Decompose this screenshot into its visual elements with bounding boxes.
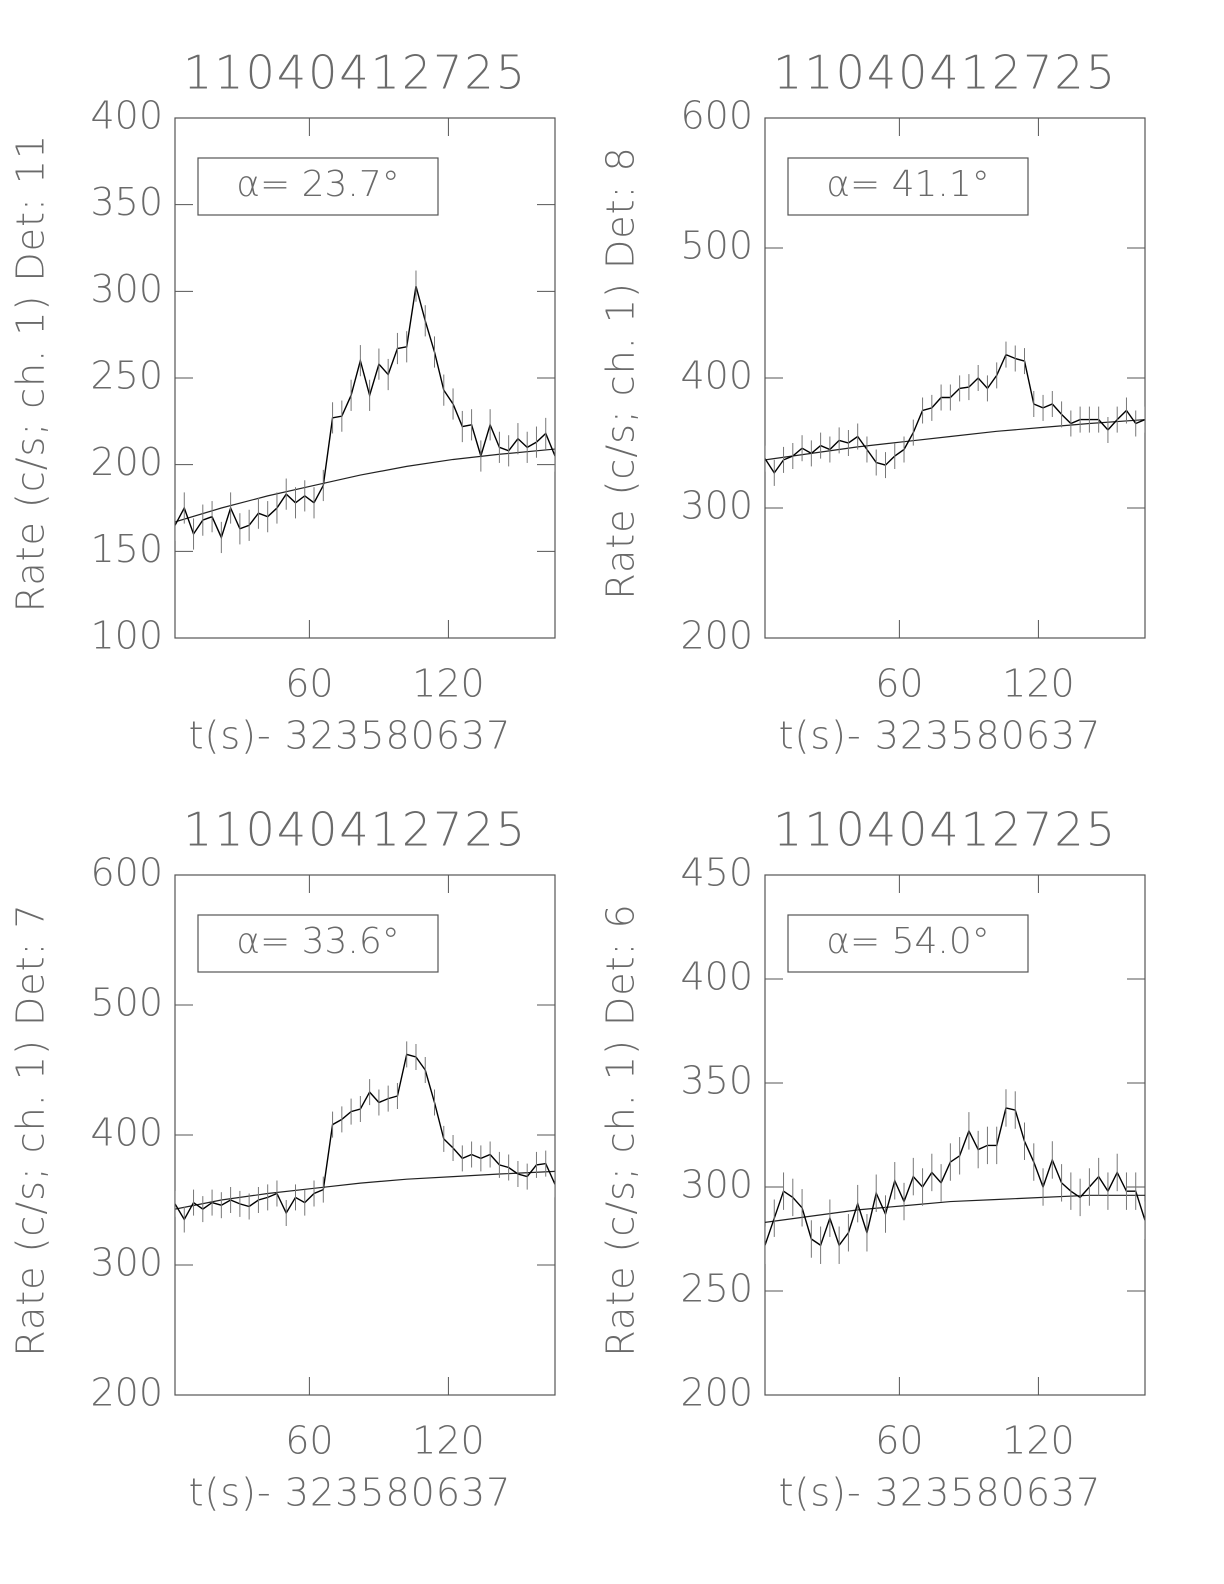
y-tick-label: 400 — [90, 94, 163, 138]
data-line — [175, 285, 555, 540]
chart-title: 11040412725 — [183, 46, 527, 100]
panel: 200 300 400 500 600 60 120 11040412725 t(s)- 323… — [9, 803, 556, 1515]
y-tick-label: 300 — [90, 1241, 163, 1285]
data-line — [765, 1107, 1145, 1247]
x-tick-label: 120 — [1002, 662, 1075, 706]
annotation: α= 54.0° — [826, 921, 990, 962]
panel: 100 150 200 250 300 350 400 60 120 11040412725 t(s… — [9, 46, 556, 758]
plot-area — [765, 341, 1145, 486]
y-tick-label: 500 — [680, 224, 753, 268]
annotation: α= 23.7° — [236, 164, 400, 205]
y-axis-label: Rate (c/s; ch. 1) Det: 8 — [599, 146, 643, 599]
x-tick-label: 60 — [875, 1419, 923, 1463]
x-tick-label: 120 — [412, 1419, 485, 1463]
x-axis-label: t(s)- 323580637 — [189, 1471, 512, 1515]
x-axis-label: t(s)- 323580637 — [779, 1471, 1102, 1515]
y-tick-label: 300 — [680, 1163, 753, 1207]
y-tick-label: 350 — [90, 180, 163, 224]
x-tick-label: 120 — [1002, 1419, 1075, 1463]
y-tick-label: 200 — [90, 440, 163, 484]
y-axis-label: Rate (c/s; ch. 1) Det: 6 — [599, 903, 643, 1356]
panel: 200 250 300 350 400 450 60 120 11040412725 t(s)- … — [599, 803, 1146, 1515]
y-tick-label: 600 — [90, 851, 163, 895]
chart-title: 11040412725 — [773, 803, 1117, 857]
x-tick-label: 60 — [285, 662, 333, 706]
plot-area — [765, 1089, 1145, 1264]
x-axis-label: t(s)- 323580637 — [779, 714, 1102, 758]
plot-area — [175, 270, 555, 554]
fit-curve — [175, 1170, 555, 1210]
annotation: α= 33.6° — [236, 921, 400, 962]
y-tick-label: 450 — [680, 851, 753, 895]
y-tick-label: 300 — [680, 484, 753, 528]
chart-title: 11040412725 — [183, 803, 527, 857]
x-tick-label: 60 — [285, 1419, 333, 1463]
y-tick-label: 150 — [90, 527, 163, 571]
y-axis-label: Rate (c/s; ch. 1) Det: 7 — [9, 903, 53, 1356]
y-tick-label: 500 — [90, 981, 163, 1025]
data-line — [765, 353, 1145, 475]
data-line — [175, 1053, 555, 1221]
chart-title: 11040412725 — [773, 46, 1117, 100]
y-axis-label: Rate (c/s; ch. 1) Det: 11 — [9, 134, 53, 612]
y-tick-label: 400 — [90, 1111, 163, 1155]
y-tick-label: 300 — [90, 267, 163, 311]
y-tick-label: 100 — [90, 614, 163, 658]
plot-frame — [764, 874, 1146, 1396]
annotation: α= 41.1° — [826, 164, 990, 205]
annotation-box — [787, 914, 1029, 973]
y-tick-label: 200 — [90, 1371, 163, 1415]
annotation-box — [787, 157, 1029, 216]
y-tick-label: 600 — [680, 94, 753, 138]
x-tick-label: 60 — [875, 662, 923, 706]
fit-curve — [765, 1194, 1145, 1223]
y-tick-label: 250 — [680, 1267, 753, 1311]
x-tick-label: 120 — [412, 662, 485, 706]
y-tick-label: 350 — [680, 1059, 753, 1103]
y-tick-label: 400 — [680, 955, 753, 999]
panel: 200 300 400 500 600 60 120 11040412725 t(s)- 323… — [599, 46, 1146, 758]
fit-curve — [175, 448, 555, 523]
annotation-box — [197, 914, 439, 973]
y-tick-label: 200 — [680, 614, 753, 658]
x-axis-label: t(s)- 323580637 — [189, 714, 512, 758]
fit-curve — [765, 419, 1145, 461]
y-tick-label: 250 — [90, 354, 163, 398]
y-tick-label: 400 — [680, 354, 753, 398]
plot-area — [175, 1041, 555, 1233]
y-tick-label: 200 — [680, 1371, 753, 1415]
annotation-box — [197, 157, 439, 216]
